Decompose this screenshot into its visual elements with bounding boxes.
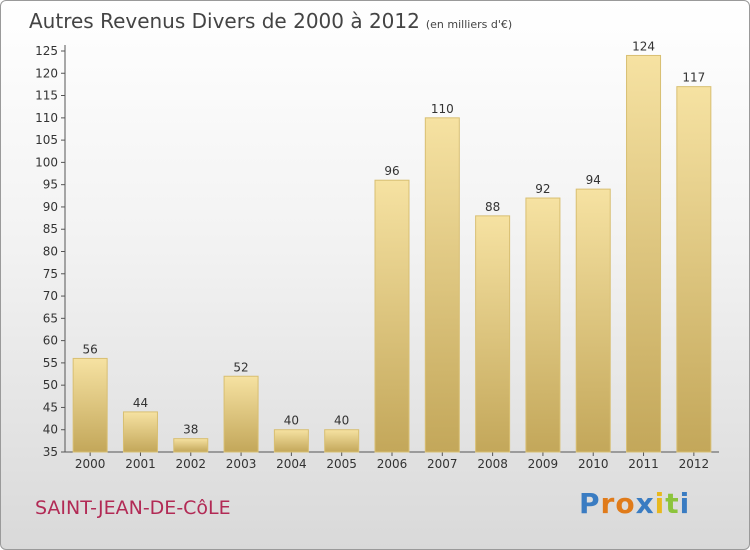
x-tick-label: 2007 bbox=[427, 457, 458, 471]
y-tick-label: 125 bbox=[35, 44, 58, 58]
data-label: 40 bbox=[334, 414, 349, 428]
logo-letter: r bbox=[600, 487, 616, 520]
x-tick-label: 2003 bbox=[226, 457, 257, 471]
x-tick-label: 2009 bbox=[528, 457, 559, 471]
commune-name: SAINT-JEAN-DE-CôLE bbox=[35, 497, 231, 519]
logo-letter: i bbox=[654, 487, 666, 520]
data-label: 94 bbox=[586, 173, 601, 187]
data-label: 56 bbox=[83, 342, 98, 356]
y-tick-label: 75 bbox=[43, 267, 58, 281]
x-tick-label: 2000 bbox=[75, 457, 106, 471]
x-tick-label: 2002 bbox=[175, 457, 206, 471]
x-tick-label: 2001 bbox=[125, 457, 156, 471]
chart-unit: (en milliers d'€) bbox=[425, 18, 513, 31]
logo-letter: x bbox=[635, 487, 655, 520]
x-tick-label: 2010 bbox=[578, 457, 609, 471]
y-tick-label: 50 bbox=[43, 378, 58, 392]
proxiti-logo: Proxiti bbox=[579, 487, 690, 520]
chart-title-text: Autres Revenus Divers de 2000 à 2012 bbox=[29, 9, 420, 33]
y-tick-label: 45 bbox=[43, 400, 58, 414]
bar bbox=[575, 188, 611, 453]
data-label: 38 bbox=[183, 423, 198, 437]
bar bbox=[424, 117, 460, 453]
y-tick-label: 80 bbox=[43, 245, 58, 259]
logo-letter: P bbox=[579, 487, 601, 520]
y-tick-label: 35 bbox=[43, 445, 58, 459]
x-tick-label: 2011 bbox=[628, 457, 659, 471]
y-tick-label: 105 bbox=[35, 133, 58, 147]
bar bbox=[525, 197, 561, 453]
chart-title: Autres Revenus Divers de 2000 à 2012 (en … bbox=[29, 9, 512, 33]
data-label: 40 bbox=[284, 414, 299, 428]
bar bbox=[324, 429, 360, 453]
bar bbox=[122, 411, 158, 453]
x-tick-label: 2004 bbox=[276, 457, 307, 471]
y-tick-label: 90 bbox=[43, 200, 58, 214]
x-tick-label: 2005 bbox=[326, 457, 357, 471]
bar bbox=[72, 357, 108, 453]
bar bbox=[374, 179, 410, 453]
data-label: 96 bbox=[384, 164, 399, 178]
bar bbox=[223, 375, 259, 453]
y-tick-label: 95 bbox=[43, 178, 58, 192]
y-tick-label: 120 bbox=[35, 66, 58, 80]
bar bbox=[475, 215, 511, 453]
x-tick-label: 2012 bbox=[679, 457, 710, 471]
y-tick-label: 70 bbox=[43, 289, 58, 303]
bar bbox=[173, 438, 209, 453]
data-label: 92 bbox=[535, 182, 550, 196]
y-tick-label: 110 bbox=[35, 111, 58, 125]
data-label: 52 bbox=[233, 360, 248, 374]
x-tick-label: 2008 bbox=[477, 457, 508, 471]
y-tick-label: 60 bbox=[43, 334, 58, 348]
bar bbox=[676, 86, 712, 453]
bar bbox=[273, 429, 309, 453]
y-tick-label: 85 bbox=[43, 222, 58, 236]
data-label: 88 bbox=[485, 200, 500, 214]
y-tick-label: 115 bbox=[35, 89, 58, 103]
bar bbox=[626, 54, 662, 453]
logo-letter: i bbox=[679, 487, 691, 520]
y-tick-label: 65 bbox=[43, 311, 58, 325]
y-tick-label: 40 bbox=[43, 423, 58, 437]
data-label: 124 bbox=[632, 39, 655, 53]
logo-letter: o bbox=[615, 487, 636, 520]
y-tick-label: 55 bbox=[43, 356, 58, 370]
data-label: 44 bbox=[133, 396, 148, 410]
logo-letter: t bbox=[665, 487, 680, 520]
data-label: 110 bbox=[431, 102, 454, 116]
data-label: 117 bbox=[682, 71, 705, 85]
x-tick-label: 2006 bbox=[377, 457, 408, 471]
y-tick-label: 100 bbox=[35, 155, 58, 169]
